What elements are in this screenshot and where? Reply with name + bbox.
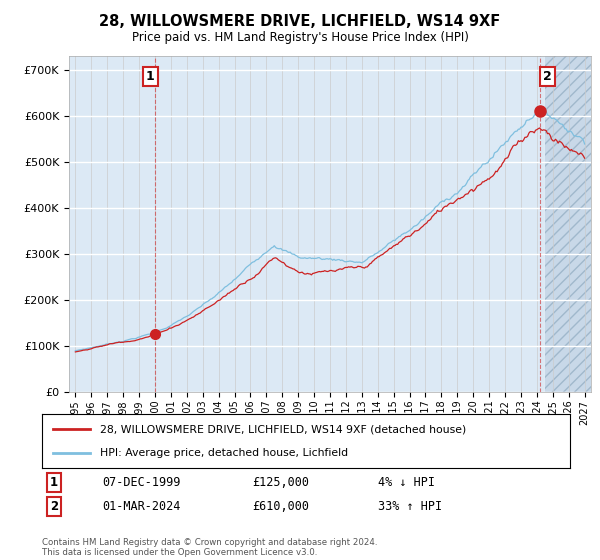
Text: £125,000: £125,000 <box>252 476 309 489</box>
Text: 4% ↓ HPI: 4% ↓ HPI <box>378 476 435 489</box>
Text: 33% ↑ HPI: 33% ↑ HPI <box>378 500 442 514</box>
Text: 28, WILLOWSMERE DRIVE, LICHFIELD, WS14 9XF (detached house): 28, WILLOWSMERE DRIVE, LICHFIELD, WS14 9… <box>100 424 466 435</box>
Text: HPI: Average price, detached house, Lichfield: HPI: Average price, detached house, Lich… <box>100 447 348 458</box>
Text: 07-DEC-1999: 07-DEC-1999 <box>102 476 181 489</box>
Text: Price paid vs. HM Land Registry's House Price Index (HPI): Price paid vs. HM Land Registry's House … <box>131 31 469 44</box>
Text: 2: 2 <box>50 500 58 514</box>
Text: £610,000: £610,000 <box>252 500 309 514</box>
Bar <box>545 56 591 392</box>
Text: 28, WILLOWSMERE DRIVE, LICHFIELD, WS14 9XF: 28, WILLOWSMERE DRIVE, LICHFIELD, WS14 9… <box>100 14 500 29</box>
Text: 2: 2 <box>543 70 552 83</box>
Text: Contains HM Land Registry data © Crown copyright and database right 2024.
This d: Contains HM Land Registry data © Crown c… <box>42 538 377 557</box>
Bar <box>545 56 591 392</box>
Text: 1: 1 <box>50 476 58 489</box>
Text: 1: 1 <box>146 70 155 83</box>
Text: 01-MAR-2024: 01-MAR-2024 <box>102 500 181 514</box>
